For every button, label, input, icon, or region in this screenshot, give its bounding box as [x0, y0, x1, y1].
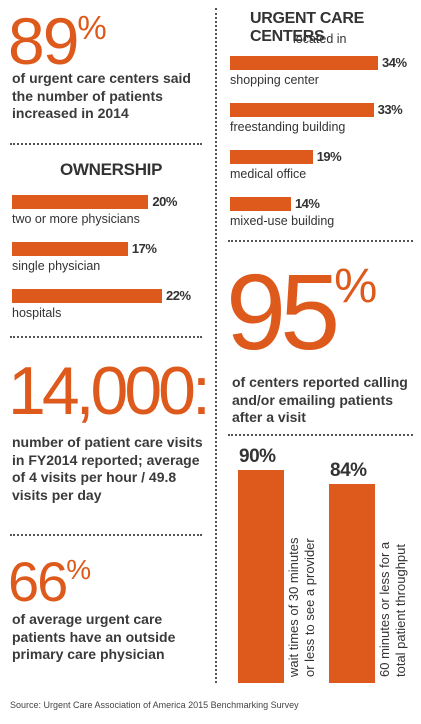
stat-89-unit: % — [77, 8, 107, 46]
location-bar-label: medical office — [230, 167, 307, 181]
stat-89-number: 89% — [8, 8, 107, 74]
ownership-bar — [12, 289, 162, 303]
divider-right-1 — [228, 240, 413, 242]
wait-bar-label-line1: wait times of 30 minutes — [286, 537, 301, 677]
ownership-bar-value: 22% — [166, 288, 191, 303]
stat-14000-number: 14,000: — [8, 353, 211, 429]
wait-bar — [238, 470, 284, 683]
ownership-bar-label: two or more physicians — [12, 212, 140, 226]
location-subheading: located in — [293, 32, 347, 46]
location-bar-value: 33% — [377, 102, 403, 117]
stat-89-value: 89 — [8, 4, 79, 78]
wait-bar — [329, 484, 375, 683]
ownership-bar — [12, 195, 149, 209]
ownership-heading: OWNERSHIP — [60, 160, 163, 179]
stat-66-text: of average urgent care patients have an … — [12, 611, 176, 662]
wait-bar-label-line1: 60 minutes or less for a — [377, 541, 392, 677]
ownership-bar-value: 17% — [131, 241, 157, 256]
ownership-bar — [12, 242, 128, 256]
divider-left-1 — [10, 143, 202, 145]
stat-95-text: of centers reported calling and/or email… — [232, 374, 408, 425]
location-bar — [230, 103, 374, 117]
stat-14000-text: number of patient care visits in FY2014 … — [12, 434, 203, 503]
wait-bar-value: 84% — [330, 460, 367, 482]
wait-bar-label-line2: or less to see a provider — [301, 538, 317, 677]
divider-left-3 — [10, 534, 202, 536]
location-bar-label: shopping center — [230, 73, 319, 87]
location-bar-label: freestanding building — [230, 120, 346, 134]
location-bar-value: 19% — [316, 149, 342, 164]
ownership-bar-label: hospitals — [12, 306, 62, 320]
stat-66-value: 66 — [8, 550, 68, 613]
location-bar — [230, 56, 378, 70]
stat-95-value: 95 — [226, 251, 340, 372]
wait-bar-label: 60 minutes or less for a total patient th… — [377, 542, 408, 677]
ownership-bar-value: 20% — [152, 194, 177, 209]
center-divider — [215, 8, 217, 683]
ownership-bar-label: single physician — [12, 259, 101, 273]
location-heading: URGENT CARE CENTERS — [250, 10, 365, 45]
stat-95-number: 95% — [226, 258, 377, 366]
stat-66-unit: % — [66, 554, 92, 586]
location-bar-value: 34% — [382, 55, 407, 70]
location-bar-value: 14% — [294, 196, 320, 211]
stat-89-text: of urgent care centers said the number o… — [12, 70, 191, 121]
location-bar — [230, 150, 313, 164]
stat-95-unit: % — [334, 258, 378, 313]
divider-right-2 — [228, 434, 413, 436]
location-bar — [230, 197, 291, 211]
stat-66-number: 66% — [8, 554, 91, 610]
source-note: Source: Urgent Care Association of Ameri… — [10, 700, 299, 710]
wait-bar-label-line2: total patient throughput — [392, 544, 408, 677]
wait-bar-label: wait times of 30 minutes or less to see a… — [286, 538, 317, 677]
divider-left-2 — [10, 336, 202, 338]
wait-bar-value: 90% — [239, 446, 276, 467]
location-bar-label: mixed-use building — [230, 214, 335, 228]
